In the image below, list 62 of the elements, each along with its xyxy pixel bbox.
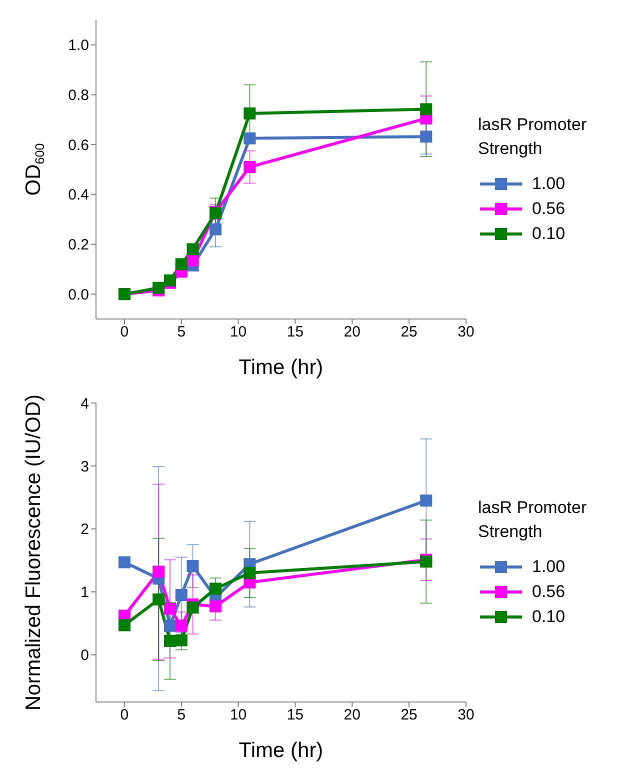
point	[210, 600, 222, 612]
legend-label: 0.10	[532, 224, 566, 244]
point	[175, 588, 188, 601]
point	[118, 619, 130, 632]
point	[152, 593, 165, 606]
point	[186, 243, 199, 256]
x-tick-label: 20	[344, 706, 360, 724]
point	[186, 254, 199, 266]
x-tick-label: 10	[230, 706, 247, 724]
y-tick-label: 0	[80, 647, 89, 664]
legend-label: 1.00	[532, 174, 566, 194]
point	[420, 130, 432, 143]
x-tick-label: 25	[400, 324, 418, 341]
point	[210, 582, 222, 595]
point	[175, 258, 188, 270]
x-tick-label: 20	[344, 324, 360, 341]
legend-label: 1.00	[532, 556, 566, 576]
legend-label: 0.56	[532, 582, 566, 602]
point	[164, 634, 176, 647]
x-tick-label: 0	[120, 324, 129, 341]
y-tick-label: 2	[80, 521, 89, 538]
y-tick-label: 0.0	[68, 286, 89, 304]
point	[175, 634, 188, 646]
x-tick-label: 30	[458, 324, 474, 341]
point	[164, 620, 176, 632]
x-axis-title: Time (hr)	[238, 356, 324, 379]
x-tick-label: 10	[230, 324, 247, 341]
point	[186, 560, 199, 572]
legend-title: lasR Promoter Strength	[478, 114, 588, 160]
point	[244, 132, 256, 144]
x-tick-label: 25	[400, 706, 418, 724]
x-tick-label: 0	[120, 706, 129, 724]
y-tick-label: 1	[80, 584, 89, 602]
x-tick-label: 15	[286, 706, 304, 724]
point	[186, 602, 199, 614]
y-tick-label: 0.8	[68, 87, 89, 104]
y-tick-label: 1.0	[68, 37, 89, 54]
x-tick-label: 30	[458, 706, 474, 724]
point	[420, 103, 432, 116]
point	[152, 566, 165, 578]
legend-label: 0.56	[532, 198, 566, 218]
y-tick-label: 4	[80, 395, 89, 412]
point	[244, 161, 256, 174]
point	[118, 556, 130, 568]
point	[244, 566, 256, 579]
y-tick-label: 0.2	[68, 236, 89, 254]
point	[164, 602, 176, 615]
legend-label: 0.10	[532, 606, 566, 626]
y-axis-title: Normalized Fluorescence (IU/OD)	[22, 394, 45, 711]
x-axis-title: Time (hr)	[238, 739, 324, 762]
y-tick-label: 3	[80, 458, 89, 476]
point	[420, 494, 432, 507]
x-tick-label: 5	[177, 706, 186, 724]
point	[152, 282, 165, 294]
x-tick-label: 15	[286, 324, 304, 341]
point	[175, 620, 188, 632]
point	[210, 223, 222, 236]
x-tick-label: 5	[177, 324, 186, 341]
legend-title: lasR Promoter Strength	[478, 497, 588, 543]
y-tick-label: 0.4	[68, 186, 89, 204]
point	[244, 107, 256, 120]
y-tick-label: 0.6	[68, 136, 89, 154]
